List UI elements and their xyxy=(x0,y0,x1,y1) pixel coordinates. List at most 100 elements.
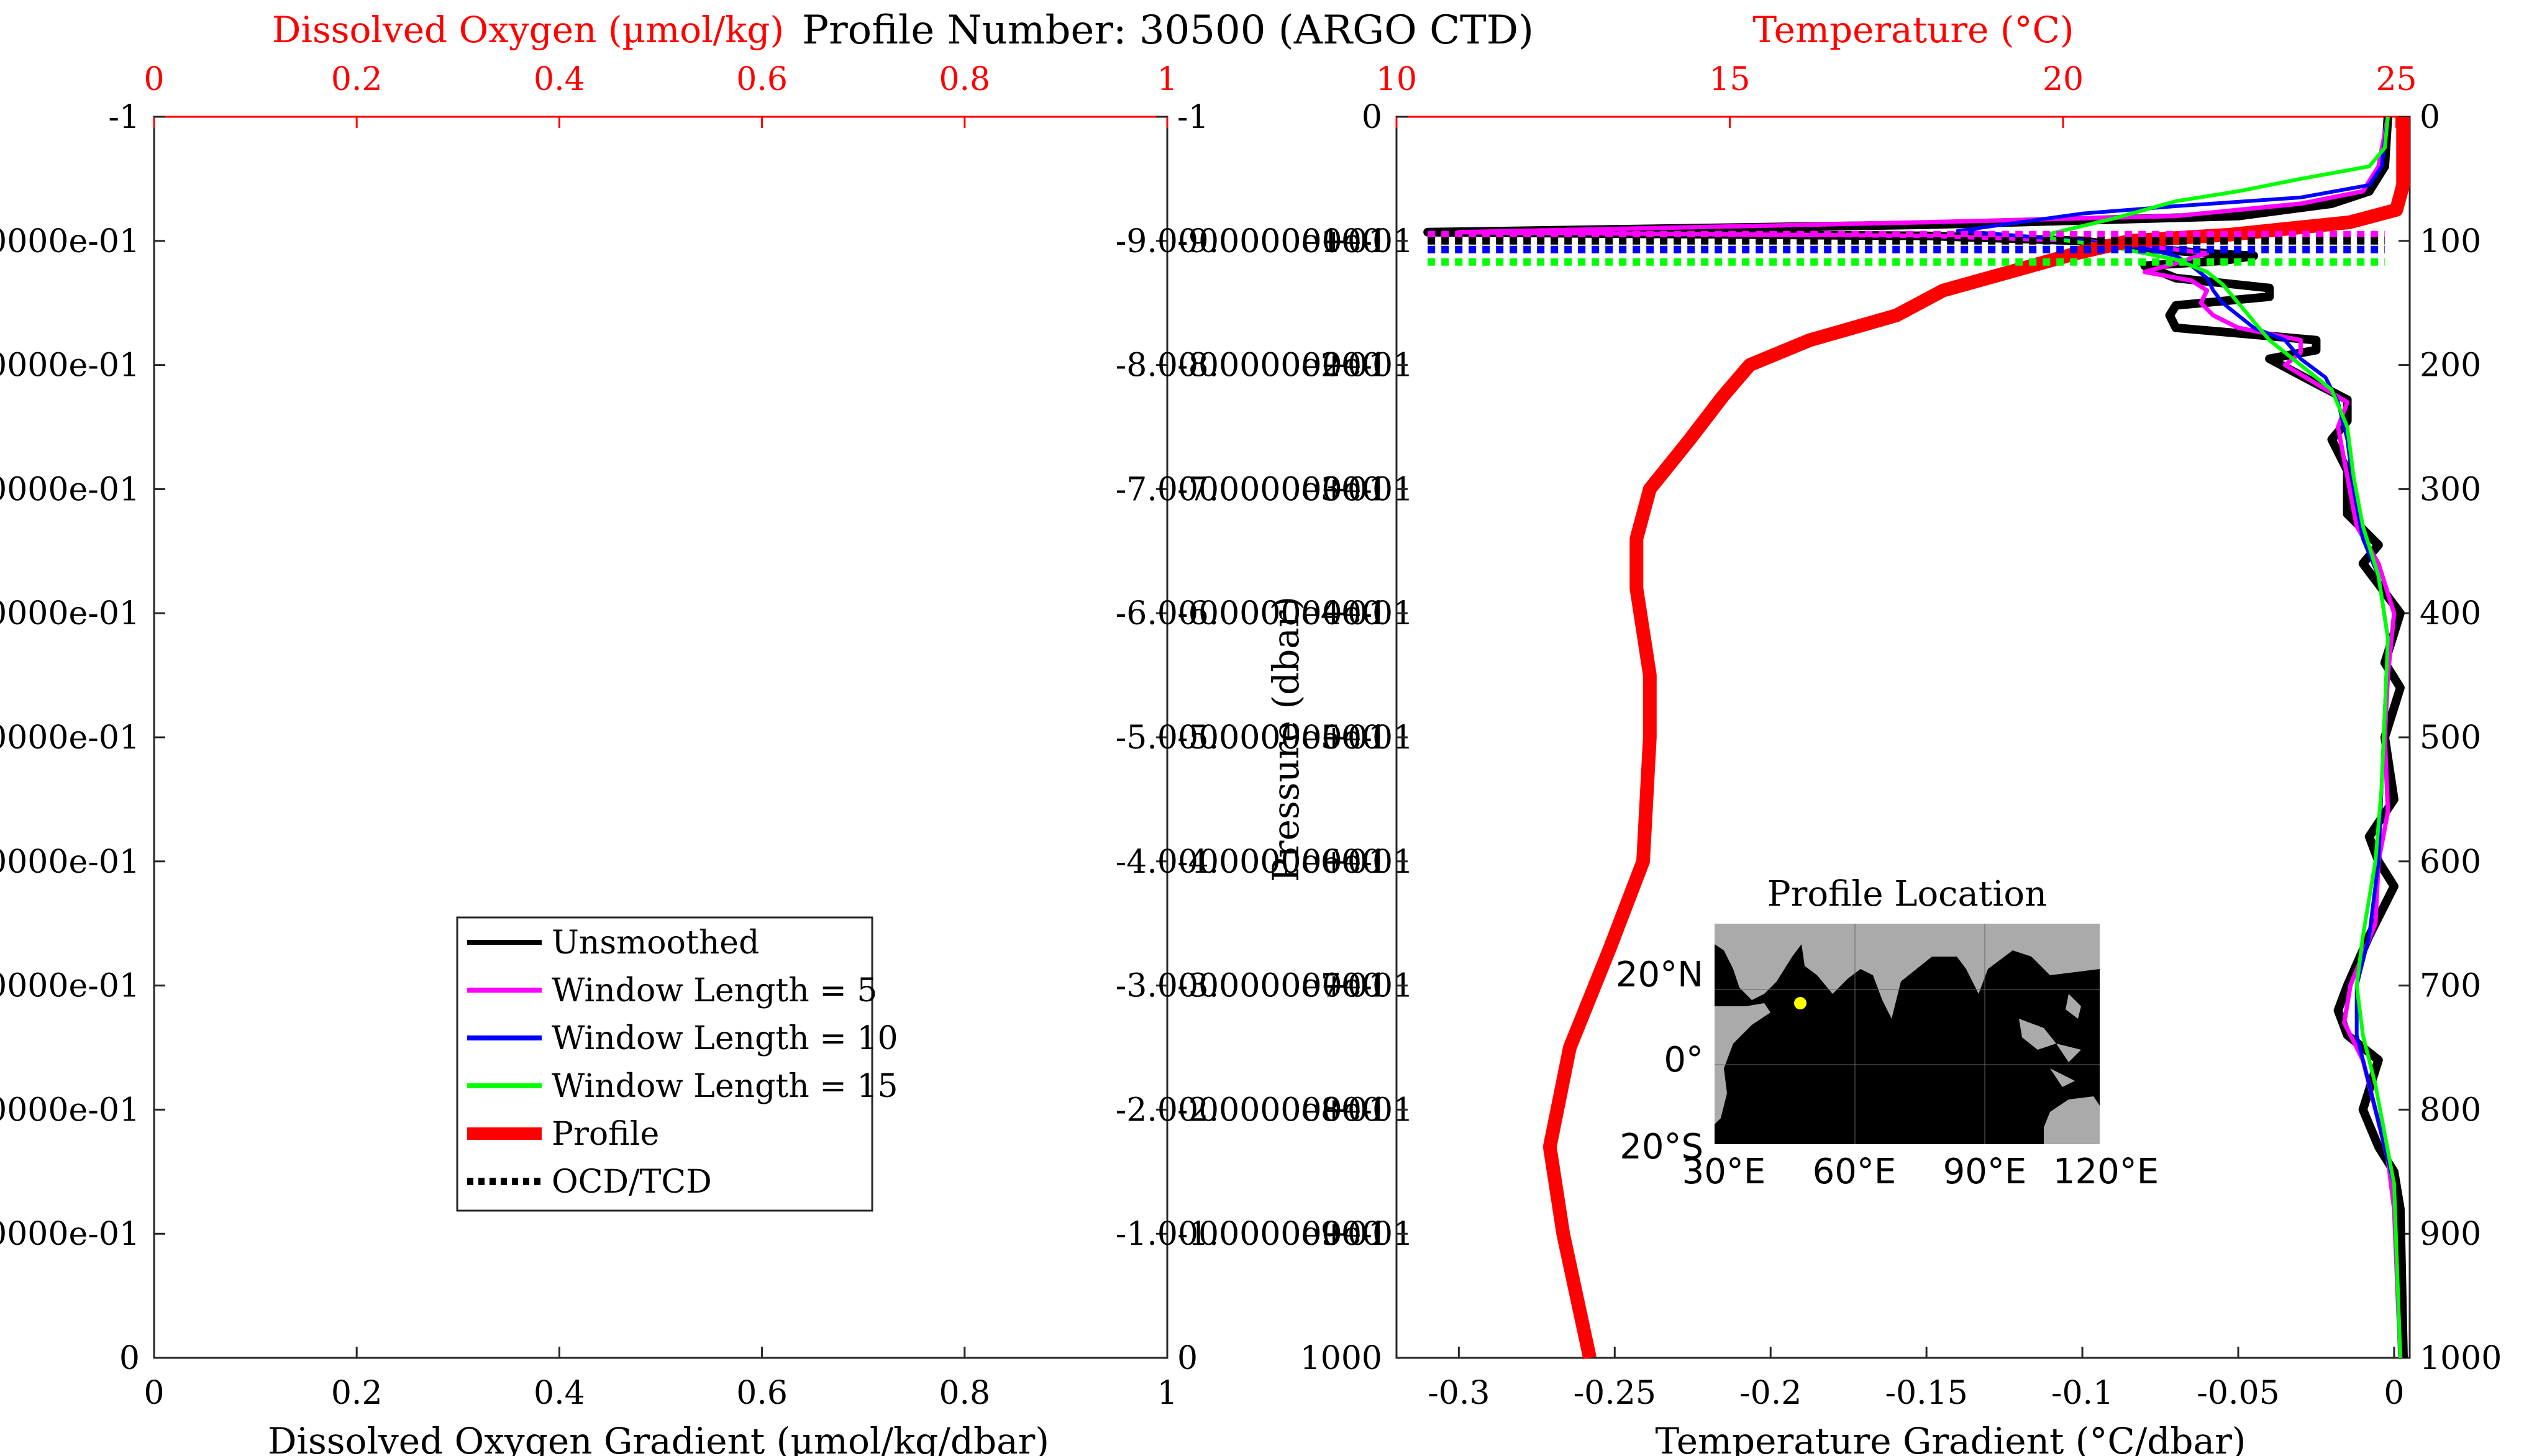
land-africa-horn xyxy=(1715,1003,1770,1124)
temperature-top-ticks: 10 15 20 25 xyxy=(1376,61,2417,128)
legend-label: Window Length = 5 xyxy=(552,972,877,1009)
pressure-right-tick-label: 700 xyxy=(2420,968,2481,1005)
oxygen-left-tick-label: 0000e-01 xyxy=(0,1091,140,1129)
oxygen-bottom-tick-label: 0.4 xyxy=(534,1375,585,1412)
oxygen-top-ticks: 0 0.2 0.4 0.6 0.8 1 xyxy=(144,61,1178,128)
location-inset: Profile Location 20°N 0° 20°S 30°E 60°E … xyxy=(1616,874,2159,1192)
legend-label: Unsmoothed xyxy=(552,924,759,962)
temperature-bottom-tick-label: -0.2 xyxy=(1739,1375,1802,1412)
pressure-right-tick-label: 900 xyxy=(2420,1216,2481,1253)
oxygen-top-tick-label: 0.4 xyxy=(534,61,585,98)
series-line-window-length-15 xyxy=(2049,116,2402,1358)
legend-label: Window Length = 10 xyxy=(552,1020,898,1057)
legend-label: OCD/TCD xyxy=(552,1163,712,1201)
temperature-bottom-tick-label: -0.05 xyxy=(2197,1375,2279,1412)
pressure-right-tick-label: 500 xyxy=(2420,719,2481,757)
oxygen-bottom-tick-label: 0 xyxy=(144,1375,164,1412)
oxygen-top-tick-label: 1 xyxy=(1157,61,1177,98)
inset-x-tick-label: 90°E xyxy=(1943,1152,2027,1192)
oxygen-right-tick-label: -7.000000e-01 xyxy=(1177,471,1413,508)
temperature-x-axis-label: Temperature Gradient (°C/dbar) xyxy=(1656,1420,2246,1456)
oxygen-left-tick-label: 0000e-01 xyxy=(0,347,140,384)
pressure-left-tick-label: 300 xyxy=(1321,471,1382,508)
oxygen-x-axis-label: Dissolved Oxygen Gradient (µmol/kg/dbar) xyxy=(268,1420,1049,1456)
oxygen-left-tick-label: 0000e-01 xyxy=(0,968,140,1005)
oxygen-panel: Dissolved Oxygen (µmol/kg) 0 0.2 0.4 0.6 0.8… xyxy=(0,9,1413,1456)
pressure-right-tick-label: 1000 xyxy=(2420,1340,2502,1377)
temperature-right-ticks: 0 100 200 300 400 500 600 700 800 900 1000 xyxy=(2399,99,2502,1377)
inset-y-tick-label: 20°N xyxy=(1616,955,1703,995)
oxygen-right-tick-label: -8.000000e-01 xyxy=(1177,347,1413,384)
oxygen-right-tick-label: -1 xyxy=(1177,99,1209,136)
temperature-bottom-tick-label: -0.15 xyxy=(1885,1375,1967,1412)
land-sea-islands xyxy=(2019,994,2081,1087)
oxygen-top-tick-label: 0 xyxy=(144,61,164,98)
pressure-right-tick-label: 200 xyxy=(2420,347,2481,384)
inset-x-tick-label: 120°E xyxy=(2053,1152,2159,1192)
legend-box xyxy=(456,916,873,1212)
oxygen-left-tick-label: 0000e-01 xyxy=(0,844,140,881)
pressure-right-tick-label: 800 xyxy=(2420,1091,2481,1129)
profile-location-marker xyxy=(1794,997,1806,1009)
temperature-bottom-tick-label: 0 xyxy=(2384,1375,2404,1412)
pressure-axis-label: Pressure (dbar) xyxy=(1265,596,1307,882)
oxygen-right-tick-label: -9.000000e-01 xyxy=(1177,223,1413,260)
oxygen-top-tick-label: 0.8 xyxy=(939,61,990,98)
temperature-bottom-tick-label: -0.25 xyxy=(1574,1375,1656,1412)
inset-y-tick-label: 0° xyxy=(1664,1040,1703,1080)
oxygen-left-tick-label: 0000e-01 xyxy=(0,471,140,508)
temperature-bottom-tick-label: -0.1 xyxy=(2051,1375,2113,1412)
pressure-left-tick-label: 600 xyxy=(1321,844,1382,881)
overlapping-tick-label: -1.0000000e+01 xyxy=(1116,1216,1388,1253)
oxygen-right-tick-label: -5.000000e-01 xyxy=(1177,719,1413,757)
ocd-tcd-lines xyxy=(1428,230,2385,266)
oxygen-bottom-tick-label: 1 xyxy=(1157,1375,1177,1412)
land-masses xyxy=(1715,924,2100,1144)
pressure-left-tick-label: 700 xyxy=(1321,968,1382,1005)
oxygen-right-tick-label: -1.000000e-01 xyxy=(1177,1216,1413,1253)
inset-x-tick-label: 30°E xyxy=(1682,1152,1766,1192)
oxygen-right-tick-label: 0 xyxy=(1177,1340,1198,1377)
temperature-series xyxy=(1423,116,2410,1360)
series-line-window-length-10 xyxy=(1956,116,2402,1358)
overlapping-tick-label: -5.0000000e+01 xyxy=(1116,719,1388,757)
oxygen-right-tick-label: -4.000000e-01 xyxy=(1177,844,1413,881)
series-line-profile xyxy=(1542,117,2410,1360)
temperature-panel: Temperature (°C) 10 15 20 25 -0.3 -0.25 -0.2-… xyxy=(1116,9,2502,1456)
pressure-right-tick-label: 0 xyxy=(2420,99,2440,136)
pressure-left-tick-label: 800 xyxy=(1321,1091,1382,1129)
inset-x-ticks: 30°E 60°E 90°E 120°E xyxy=(1682,1152,2159,1192)
legend-label: Profile xyxy=(552,1116,659,1153)
overlapping-tick-label: -3.0000000e+01 xyxy=(1116,968,1388,1005)
pressure-left-tick-label: 400 xyxy=(1321,595,1382,632)
legend: Unsmoothed Window Length = 5 Window Length… xyxy=(456,916,898,1212)
temperature-top-tick-label: 25 xyxy=(2376,61,2417,98)
pressure-left-tick-label: 100 xyxy=(1321,223,1382,260)
temperature-overlapping-labels: -1.0000000e+01 -2.0000000e+01 -3.0000000e+… xyxy=(1116,223,1388,1253)
pressure-left-tick-label: 500 xyxy=(1321,719,1382,757)
land-arabia-asia xyxy=(1715,924,2100,1019)
oxygen-bottom-tick-label: 0.2 xyxy=(331,1375,383,1412)
pressure-right-tick-label: 600 xyxy=(2420,844,2481,881)
oxygen-bottom-tick-label: 0.6 xyxy=(736,1375,788,1412)
oxygen-left-tick-label: 0000e-01 xyxy=(0,595,140,632)
pressure-right-tick-label: 400 xyxy=(2420,595,2481,632)
overlapping-tick-label: -7.0000000e+01 xyxy=(1116,471,1388,508)
land-australia xyxy=(2044,1096,2100,1144)
inset-title: Profile Location xyxy=(1767,874,2047,914)
oxygen-right-ticks: -1 -9.000000e-01 -8.000000e-01 -7.000000e-0… xyxy=(1156,99,1413,1377)
oxygen-left-tick-label: 0000e-01 xyxy=(0,223,140,260)
oxygen-left-tick-label: 0000e-01 xyxy=(0,719,140,757)
inset-grid xyxy=(1715,924,2100,1144)
overlapping-tick-label: -2.0000000e+01 xyxy=(1116,1091,1388,1129)
pressure-right-tick-label: 100 xyxy=(2420,223,2481,260)
overlapping-tick-label: -8.0000000e+01 xyxy=(1116,347,1388,384)
oxygen-bottom-tick-label: 0.8 xyxy=(939,1375,990,1412)
temperature-bottom-ticks: -0.3 -0.25 -0.2 -0.15 -0.1 -0.05 0 xyxy=(1428,1347,2404,1412)
pressure-left-tick-label: 900 xyxy=(1321,1216,1382,1253)
oxygen-left-tick-label: -1 xyxy=(108,99,140,136)
temperature-bottom-tick-label: -0.3 xyxy=(1428,1375,1490,1412)
temperature-top-tick-label: 20 xyxy=(2043,61,2084,98)
oxygen-left-tick-label: 0 xyxy=(119,1340,140,1377)
inset-x-tick-label: 60°E xyxy=(1813,1152,1897,1192)
